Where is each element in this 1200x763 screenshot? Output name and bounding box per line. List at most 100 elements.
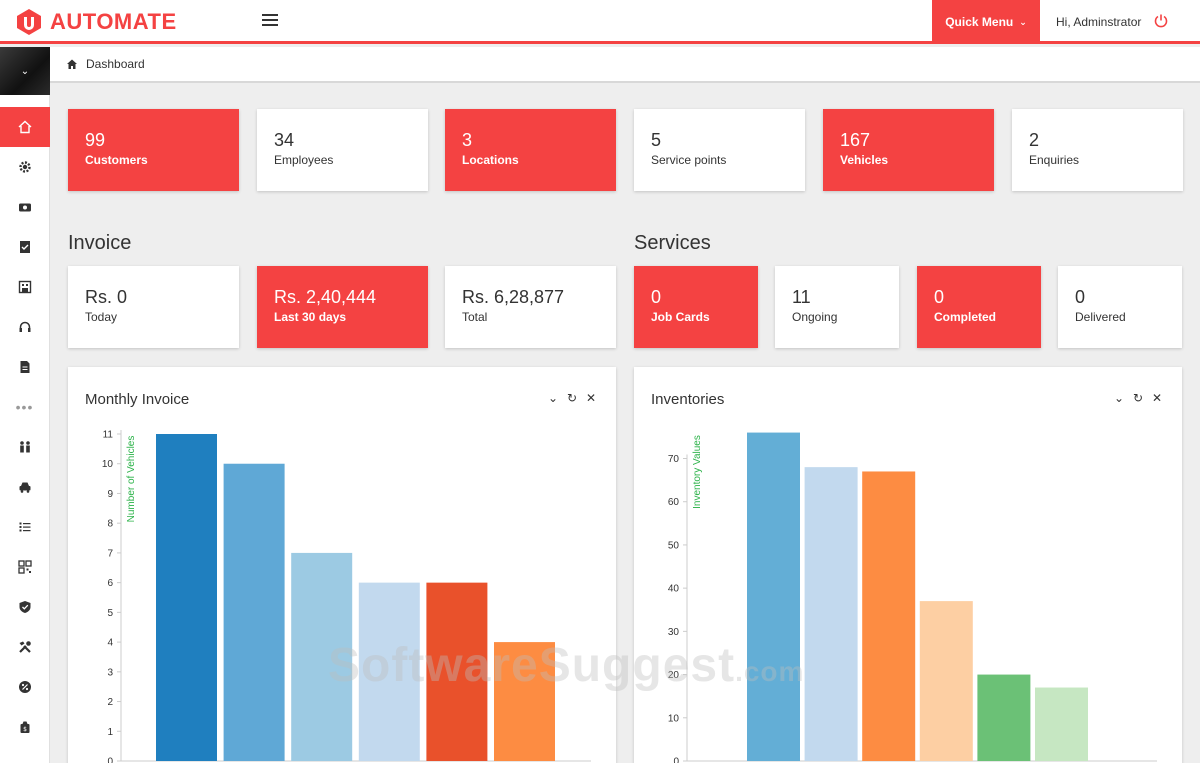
stat-value: 5: [651, 130, 662, 150]
quick-menu-label: Quick Menu: [945, 15, 1014, 29]
document-icon: [20, 361, 30, 373]
stat-card-enquiries[interactable]: 2 Enquiries: [1012, 109, 1183, 191]
stat-value: 0: [651, 287, 662, 307]
stat-label: Service points: [651, 153, 727, 167]
chart-bar[interactable]: [358, 582, 420, 761]
stat-label: Vehicles: [840, 153, 889, 167]
menu-toggle-icon[interactable]: [262, 14, 278, 28]
sidebar-item-discounts[interactable]: [0, 667, 50, 707]
y-tick-label: 50: [668, 540, 680, 551]
chart-bar[interactable]: [804, 467, 858, 761]
sidebar-item-settings[interactable]: [0, 147, 50, 187]
sidebar-item-vehicles[interactable]: [0, 467, 50, 507]
collapse-icon[interactable]: ⌄: [1114, 391, 1125, 405]
sidebar-item-home[interactable]: [0, 107, 50, 147]
watermark-text: SoftwareSuggest: [328, 639, 736, 692]
sidebar-item-tasks[interactable]: [0, 227, 50, 267]
y-tick-label: 7: [107, 548, 113, 559]
sidebar-item-support[interactable]: [0, 307, 50, 347]
sidebar-item-tools[interactable]: [0, 627, 50, 667]
stat-value: 0: [934, 287, 945, 307]
chart-bar[interactable]: [426, 582, 488, 761]
sidebar-item-stores[interactable]: [0, 267, 50, 307]
sidebar-item-qr[interactable]: [0, 547, 50, 587]
y-tick-label: 4: [107, 638, 113, 649]
stat-value: 167: [840, 130, 871, 150]
refresh-icon[interactable]: ↻: [567, 391, 578, 405]
qr-icon: [18, 560, 32, 574]
chart-bar[interactable]: [1035, 687, 1088, 761]
stat-card-vehicles[interactable]: 167 Vehicles: [823, 109, 994, 191]
stat-label: Ongoing: [792, 310, 838, 324]
y-tick-label: 70: [668, 454, 680, 465]
y-tick-label: 1: [107, 727, 113, 738]
y-tick-label: 30: [668, 627, 680, 638]
shield-icon: [19, 601, 31, 613]
percent-icon: [19, 681, 31, 693]
stat-card-job-cards[interactable]: 0 Job Cards: [634, 266, 758, 348]
stat-card-completed[interactable]: 0 Completed: [917, 266, 1041, 348]
stat-value: Rs. 2,40,444: [274, 287, 377, 307]
stat-value: Rs. 0: [85, 287, 128, 307]
home-icon[interactable]: [66, 58, 78, 70]
stat-value: 0: [1075, 287, 1086, 307]
sidebar-item-list[interactable]: [0, 507, 50, 547]
y-tick-label: 0: [673, 757, 679, 763]
monthly-invoice-panel: Monthly Invoice ⌄ ↻ ✕ 0 1 2 3 4 5 6 7 8 9 10 11 Numb…: [68, 367, 616, 763]
chart-bar[interactable]: [223, 463, 285, 761]
stat-card-last-30-days[interactable]: Rs. 2,40,444 Last 30 days: [257, 266, 428, 348]
stat-label: Delivered: [1075, 310, 1126, 324]
sidebar-item-security[interactable]: [0, 587, 50, 627]
quick-menu-button[interactable]: Quick Menu ⌄: [932, 0, 1040, 44]
stat-card-today[interactable]: Rs. 0 Today: [68, 266, 239, 348]
collapse-icon[interactable]: ⌄: [548, 391, 559, 405]
user-greeting[interactable]: Hi, Adminstrator: [1056, 15, 1142, 29]
stat-value: 2: [1029, 130, 1040, 150]
stat-label: Last 30 days: [274, 310, 347, 324]
y-axis-title: Inventory Values: [692, 435, 703, 509]
power-icon[interactable]: [1153, 13, 1169, 29]
y-tick-label: 2: [107, 697, 113, 708]
close-icon[interactable]: ✕: [1152, 391, 1163, 405]
monthly-invoice-title: Monthly Invoice: [85, 391, 190, 408]
sidebar-item-reports[interactable]: [0, 347, 50, 387]
store-icon: [18, 280, 32, 294]
chart-bar[interactable]: [977, 674, 1031, 761]
stat-label: Job Cards: [651, 310, 710, 324]
stat-label: Customers: [85, 153, 148, 167]
stat-card-locations[interactable]: 3 Locations: [445, 109, 616, 191]
refresh-icon[interactable]: ↻: [1133, 391, 1144, 405]
sidebar-item-payments[interactable]: $: [0, 707, 50, 747]
y-tick-label: 10: [668, 713, 680, 724]
stat-card-delivered[interactable]: 0 Delivered: [1058, 266, 1182, 348]
stat-card-total[interactable]: Rs. 6,28,877 Total: [445, 266, 616, 348]
inventories-title: Inventories: [651, 391, 725, 408]
sidebar: ⌄ ••• $: [0, 47, 50, 763]
car-icon: [19, 482, 31, 493]
sidebar-item-billing[interactable]: [0, 187, 50, 227]
chart-bar[interactable]: [747, 432, 800, 761]
stat-card-customers[interactable]: 99 Customers: [68, 109, 239, 191]
y-tick-label: 11: [103, 430, 114, 441]
chart-bar[interactable]: [862, 471, 916, 761]
stat-value: Rs. 6,28,877: [462, 287, 565, 307]
close-icon[interactable]: ✕: [586, 391, 597, 405]
watermark-suffix: .com: [735, 656, 805, 687]
stat-card-service-points[interactable]: 5 Service points: [634, 109, 805, 191]
svg-text:$: $: [23, 726, 27, 733]
y-tick-label: 0: [107, 757, 113, 763]
brand-logo[interactable]: AUTOMATE: [16, 8, 177, 36]
sidebar-item-users[interactable]: [0, 427, 50, 467]
chart-bar[interactable]: [291, 552, 353, 761]
stat-card-ongoing[interactable]: 11 Ongoing: [775, 266, 899, 348]
inventories-tools: ⌄ ↻ ✕: [1114, 391, 1162, 405]
checklist-icon: [20, 241, 30, 253]
stat-card-employees[interactable]: 34 Employees: [257, 109, 428, 191]
chart-bar[interactable]: [494, 642, 555, 761]
chevron-down-icon: ⌄: [1019, 16, 1027, 27]
chart-bar[interactable]: [919, 601, 973, 761]
breadcrumb-dashboard[interactable]: Dashboard: [86, 57, 145, 71]
chart-bar[interactable]: [156, 434, 217, 761]
user-avatar[interactable]: ⌄: [0, 47, 50, 95]
y-tick-label: 20: [668, 670, 680, 681]
